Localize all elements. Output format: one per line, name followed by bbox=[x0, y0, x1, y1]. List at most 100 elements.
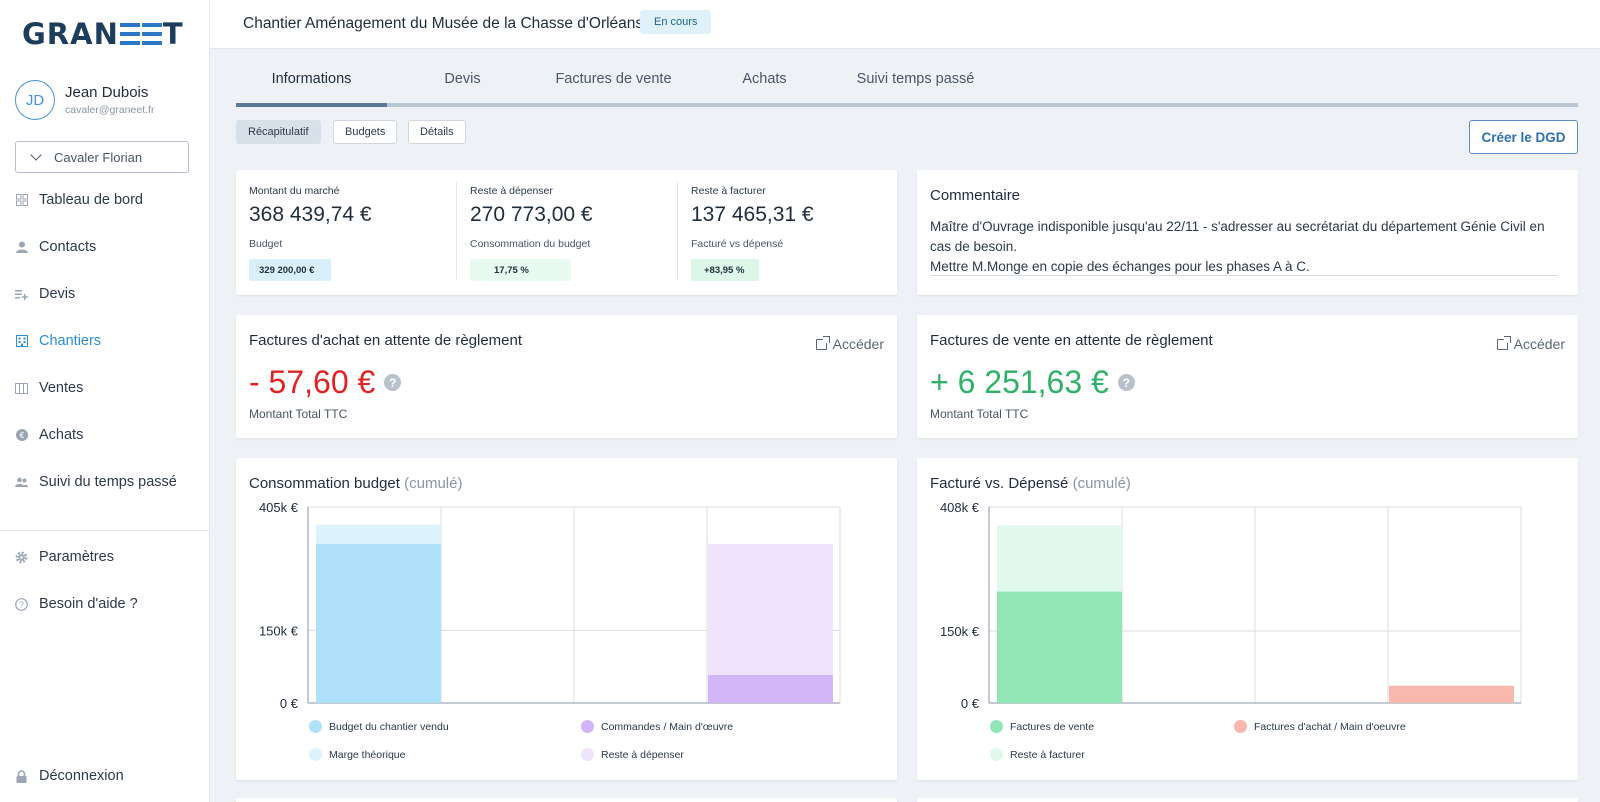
legend-item[interactable]: Factures d'achat / Main d'oeuvre bbox=[1234, 720, 1406, 733]
sidebar-item-label: Suivi du temps passé bbox=[39, 474, 177, 490]
purchase-invoices-amount: - 57,60 € bbox=[249, 364, 376, 400]
bar-segment bbox=[997, 525, 1122, 592]
kpi-value: 368 439,74 € bbox=[249, 203, 372, 226]
purchase-invoices-sublabel: Montant Total TTC bbox=[249, 407, 348, 421]
legend-item[interactable]: Budget du chantier vendu bbox=[309, 720, 449, 733]
subtab-details[interactable]: Détails bbox=[408, 120, 466, 144]
subtab-budgets[interactable]: Budgets bbox=[333, 120, 398, 144]
chart-title-text: Consommation budget bbox=[249, 475, 400, 492]
legend-item[interactable]: Reste à dépenser bbox=[581, 748, 684, 761]
bar-segment bbox=[1389, 685, 1514, 703]
bar-segment bbox=[316, 543, 441, 703]
sidebar-item-achats[interactable]: € Achats bbox=[0, 423, 210, 447]
sidebar-item-label: Tableau de bord bbox=[39, 192, 143, 208]
logo-e-bars bbox=[141, 23, 162, 45]
kpi-badge: 329 200,00 € bbox=[249, 259, 331, 281]
kpi-card: Montant du marché 368 439,74 € Budget 32… bbox=[236, 170, 897, 295]
legend-swatch bbox=[581, 748, 594, 761]
dashboard-icon bbox=[15, 194, 28, 207]
kpi-value: 137 465,31 € bbox=[691, 203, 814, 226]
legend-item[interactable]: Reste à facturer bbox=[990, 748, 1085, 761]
chart-subtitle: (cumulé) bbox=[404, 475, 463, 492]
external-link-icon bbox=[1496, 335, 1511, 350]
sidebar-item-label: Besoin d'aide ? bbox=[39, 596, 138, 612]
sidebar-item-ventes[interactable]: Ventes bbox=[0, 376, 210, 400]
columns-icon bbox=[15, 382, 28, 395]
legend-swatch bbox=[581, 720, 594, 733]
y-tick-label: 0 € bbox=[961, 696, 980, 711]
invoiced-vs-spent-chart: 408k € 150k € 0 € bbox=[940, 500, 1522, 711]
company-selector-label: Cavaler Florian bbox=[54, 149, 143, 165]
create-dgd-button[interactable]: Créer le DGD bbox=[1469, 120, 1578, 154]
kpi-badge: 17,75 % bbox=[470, 259, 571, 281]
tab-factures-de-vente[interactable]: Factures de vente bbox=[555, 71, 672, 87]
user-icon bbox=[15, 241, 28, 254]
purchase-invoices-card: Factures d'achat en attente de règlement… bbox=[236, 315, 897, 438]
y-tick-label: 150k € bbox=[940, 624, 980, 639]
purchase-invoices-title: Factures d'achat en attente de règlement bbox=[249, 332, 523, 349]
logo-text-right: T bbox=[162, 17, 184, 51]
sidebar-item-contacts[interactable]: Contacts bbox=[0, 235, 210, 259]
bar-segment bbox=[316, 524, 441, 544]
legend-label: Reste à facturer bbox=[1010, 748, 1085, 761]
sidebar-item-logout[interactable]: Déconnexion bbox=[0, 764, 210, 788]
avatar: JD bbox=[15, 80, 55, 120]
kpi-label: Reste à dépenser bbox=[470, 185, 553, 197]
kpi-reste-a-depenser: Reste à dépenser 270 773,00 € Consommati… bbox=[470, 185, 593, 281]
sidebar-item-suivi-temps[interactable]: Suivi du temps passé bbox=[0, 470, 210, 494]
chart-title: Facturé vs. Dépensé (cumulé) bbox=[930, 475, 1131, 492]
legend-label: Commandes / Main d'œuvre bbox=[601, 720, 734, 733]
logo-text-left: GRAN bbox=[22, 17, 119, 51]
next-card-partial bbox=[236, 798, 897, 802]
bar-segment bbox=[708, 674, 833, 703]
kpi-divider bbox=[456, 182, 457, 279]
active-tab-indicator bbox=[236, 103, 387, 107]
chart-title-text: Facturé vs. Dépensé bbox=[930, 475, 1069, 492]
legend-item[interactable]: Commandes / Main d'œuvre bbox=[581, 720, 733, 733]
sales-invoices-link[interactable]: Accéder bbox=[1496, 335, 1565, 352]
graneet-logo[interactable]: GRAN T bbox=[22, 17, 184, 51]
bar-segment bbox=[708, 543, 833, 675]
sidebar-item-dashboard[interactable]: Tableau de bord bbox=[0, 188, 210, 212]
list-plus-icon bbox=[15, 288, 28, 301]
comment-body[interactable]: Maître d'Ouvrage indisponible jusqu'au 2… bbox=[930, 217, 1550, 277]
tab-devis[interactable]: Devis bbox=[444, 71, 481, 87]
legend-swatch bbox=[309, 748, 322, 761]
sidebar-item-label: Devis bbox=[39, 286, 76, 302]
legend-item[interactable]: Marge théorique bbox=[309, 748, 405, 761]
tab-achats[interactable]: Achats bbox=[742, 71, 787, 87]
sidebar-item-help[interactable]: ? Besoin d'aide ? bbox=[0, 592, 210, 616]
tab-informations[interactable]: Informations bbox=[271, 71, 352, 87]
main-tabs: Informations Devis Factures de vente Ach… bbox=[236, 62, 1578, 107]
comment-text-line: Mettre M.Monge en copie des échanges pou… bbox=[930, 259, 1310, 274]
kpi-reste-a-facturer: Reste à facturer 137 465,31 € Facturé vs… bbox=[691, 185, 814, 281]
legend-item[interactable]: Factures de vente bbox=[990, 720, 1094, 733]
company-selector[interactable]: Cavaler Florian bbox=[15, 141, 189, 173]
y-tick-label: 405k € bbox=[259, 500, 299, 515]
comment-title: Commentaire bbox=[930, 187, 1021, 204]
help-icon[interactable]: ? bbox=[1117, 374, 1135, 391]
link-label: Accéder bbox=[832, 336, 884, 352]
kpi-sublabel: Budget bbox=[249, 238, 283, 250]
users-icon bbox=[15, 476, 28, 489]
sidebar-item-settings[interactable]: Paramètres bbox=[0, 545, 210, 569]
sales-invoices-title: Factures de vente en attente de règlemen… bbox=[930, 332, 1213, 349]
purchase-invoices-link[interactable]: Accéder bbox=[815, 335, 884, 352]
sales-invoices-amount: + 6 251,63 € bbox=[930, 364, 1109, 400]
tab-suivi-temps-passe[interactable]: Suivi temps passé bbox=[856, 71, 975, 87]
sales-invoices-card: Factures de vente en attente de règlemen… bbox=[917, 315, 1578, 438]
subtab-recapitulatif[interactable]: Récapitulatif bbox=[236, 120, 321, 144]
kpi-badge: +83,95 % bbox=[691, 259, 759, 281]
legend-label: Marge théorique bbox=[329, 748, 406, 761]
sidebar-item-label: Achats bbox=[39, 427, 84, 443]
comment-underline bbox=[930, 275, 1558, 276]
sidebar-item-devis[interactable]: Devis bbox=[0, 282, 210, 306]
purchase-invoices-amount-row: - 57,60 € ? bbox=[249, 364, 402, 401]
link-label: Accéder bbox=[1513, 336, 1565, 352]
kpi-divider bbox=[677, 182, 678, 279]
legend-label: Reste à dépenser bbox=[601, 748, 684, 761]
sidebar-item-chantiers[interactable]: Chantiers bbox=[0, 329, 210, 353]
y-tick-label: 0 € bbox=[280, 696, 299, 711]
help-icon[interactable]: ? bbox=[384, 374, 402, 391]
user-profile[interactable]: JD Jean Dubois cavaler@graneet.fr bbox=[15, 80, 154, 120]
